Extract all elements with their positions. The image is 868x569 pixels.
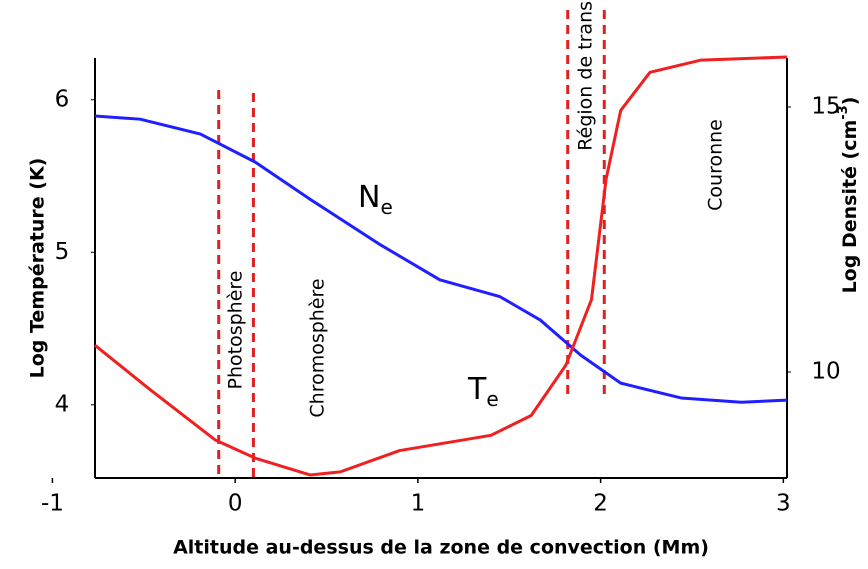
y2-tick-label: 15	[811, 94, 840, 120]
curve-label-sub: e	[380, 195, 392, 219]
x-tick-label: 3	[776, 491, 791, 517]
x-tick-label: 0	[228, 491, 243, 517]
region-label: Région de transition	[575, 0, 597, 151]
y-tick-label: 5	[55, 239, 70, 265]
curve-label: Te	[467, 372, 499, 411]
y2-label-part: )	[839, 97, 861, 106]
y2-axis-label: Log Densité (cm-3)	[836, 97, 861, 294]
x-tick-label: 1	[411, 491, 426, 517]
y2-label-part: Log Densité (cm	[839, 120, 861, 294]
y2-tick-label: 10	[811, 359, 840, 385]
data-line	[94, 55, 788, 477]
x-tick-label: -1	[41, 491, 64, 517]
region-label: Chromosphère	[307, 278, 329, 417]
curve-label-main: T	[467, 372, 487, 407]
y-tick-label: 4	[55, 391, 70, 417]
x-tick-label: 2	[593, 491, 608, 517]
region-label: Photosphère	[225, 271, 247, 390]
y-axis-label: Log Température (K)	[27, 158, 49, 379]
curve-label-sub: e	[486, 387, 498, 411]
curve-label: Ne	[358, 180, 393, 219]
y-tick-label: 6	[55, 86, 70, 112]
data-line	[94, 114, 788, 404]
curve-label-main: N	[358, 180, 380, 215]
region-label: Couronne	[705, 119, 727, 211]
x-axis-label: Altitude au-dessus de la zone de convect…	[173, 537, 709, 559]
y2-label-sup: -3	[836, 105, 851, 119]
